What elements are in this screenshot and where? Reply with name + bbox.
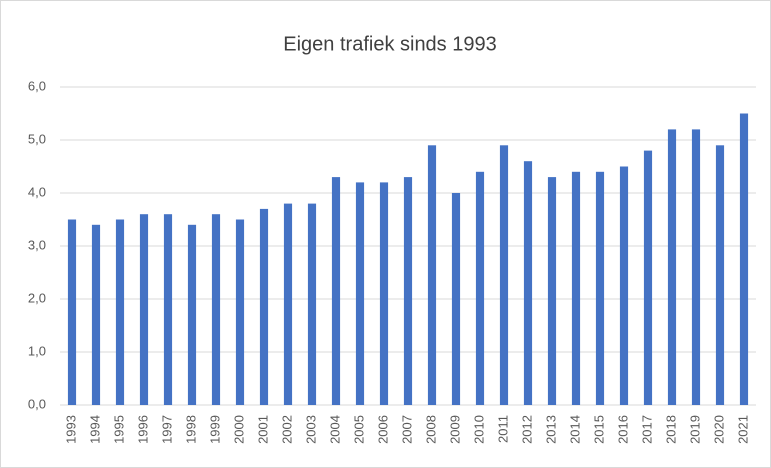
bar [139,214,149,405]
bar [67,219,77,405]
bar [163,214,173,405]
x-tick-label: 2009 [447,415,462,444]
x-tick-label: 2006 [375,415,390,444]
bar [211,214,221,405]
bar [667,129,677,405]
x-tick-label: 2014 [567,415,582,444]
bar [571,171,581,405]
x-tick-label: 2004 [327,415,342,444]
x-tick-label: 2019 [687,415,702,444]
bar [691,129,701,405]
bar [643,150,653,405]
bar [451,193,461,405]
bar [355,182,365,405]
bar [379,182,389,405]
bar [115,219,125,405]
y-tick-label: 6,0 [28,78,46,93]
y-tick-label: 2,0 [28,290,46,305]
x-tick-label: 2011 [495,415,510,443]
x-tick-label: 2015 [591,415,606,444]
x-tick-label: 1999 [207,415,222,444]
x-tick-label: 2021 [735,415,750,444]
bar [235,219,245,405]
y-tick-label: 5,0 [28,131,46,146]
bar [739,113,749,405]
bar [259,208,269,405]
x-tick-label: 2016 [615,415,630,444]
x-tick-label: 2000 [231,415,246,444]
x-tick-label: 2012 [519,415,534,444]
y-tick-label: 0,0 [28,396,46,411]
bar [331,177,341,405]
chart-title: Eigen trafiek sinds 1993 [283,33,496,55]
y-tick-label: 3,0 [28,237,46,252]
bar [283,203,293,405]
x-tick-label: 2001 [255,415,270,444]
x-tick-label: 2010 [471,415,486,444]
x-tick-label: 1993 [63,415,78,444]
x-tick-label: 2013 [543,415,558,444]
bar [475,171,485,405]
x-tick-label: 2020 [711,415,726,444]
bar [523,161,533,405]
x-tick-label: 1996 [135,415,150,444]
bar [307,203,317,405]
x-tick-label: 2008 [423,415,438,444]
bar [187,224,197,405]
x-tick-label: 1998 [183,415,198,444]
x-tick-label: 2005 [351,415,366,444]
x-tick-label: 2018 [663,415,678,444]
bar [595,171,605,405]
x-tick-label: 1994 [87,415,102,444]
x-tick-label: 2002 [279,415,294,444]
bar [619,166,629,405]
bar [427,145,437,406]
y-tick-label: 1,0 [28,343,46,358]
x-tick-label: 1995 [111,415,126,444]
x-tick-label: 2003 [303,415,318,444]
x-tick-label: 1997 [159,415,174,444]
bar [499,145,509,406]
x-tick-label: 2017 [639,415,654,444]
x-tick-label: 2007 [399,415,414,444]
y-tick-label: 4,0 [28,184,46,199]
bar [403,177,413,405]
bar [91,224,101,405]
bar [547,177,557,405]
bar [715,145,725,406]
